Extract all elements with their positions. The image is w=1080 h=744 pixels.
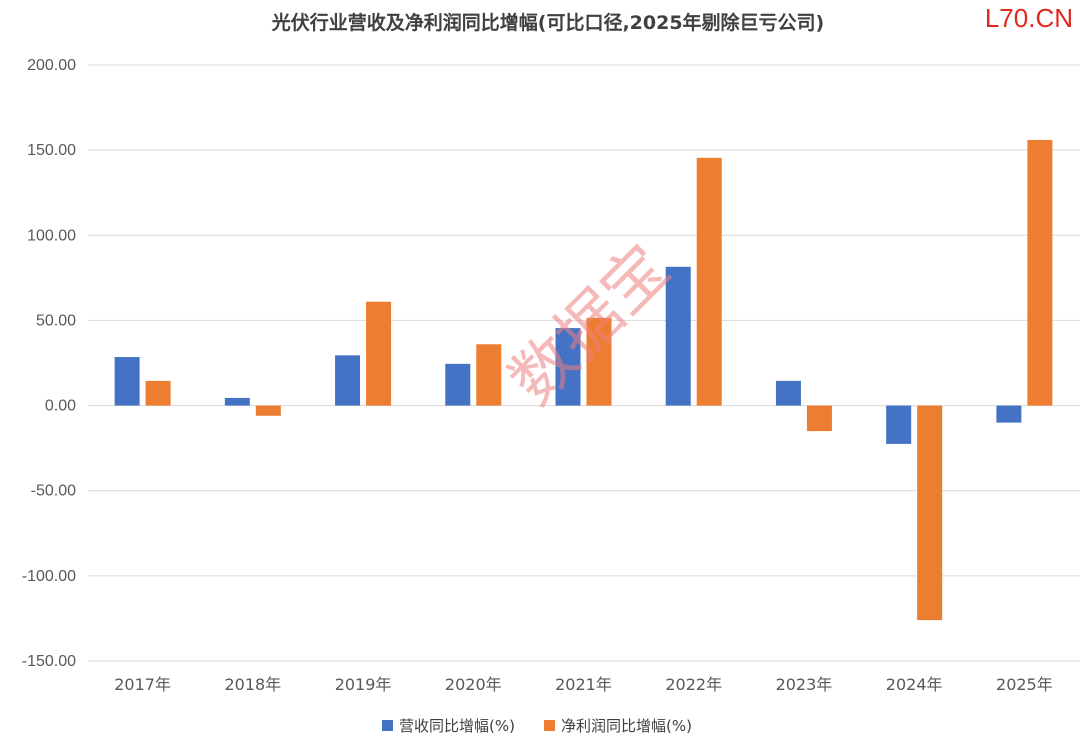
legend-label: 营收同比增幅(%) bbox=[399, 717, 515, 735]
bar-profit bbox=[917, 405, 943, 621]
y-tick-label: 200.00 bbox=[27, 57, 76, 74]
bar-profit bbox=[476, 344, 502, 406]
y-tick-label: -100.00 bbox=[22, 568, 76, 585]
bar-revenue bbox=[665, 266, 691, 406]
bar-revenue bbox=[224, 397, 250, 406]
legend-swatch bbox=[544, 720, 555, 731]
bar-profit bbox=[145, 380, 171, 406]
bars bbox=[114, 139, 1053, 621]
y-tick-label: 100.00 bbox=[27, 227, 76, 244]
chart-title: 光伏行业营收及净利润同比增幅(可比口径,2025年剔除巨亏公司) bbox=[271, 11, 824, 34]
legend-label: 净利润同比增幅(%) bbox=[561, 717, 692, 735]
x-tick-label: 2020年 bbox=[445, 675, 502, 694]
bar-profit bbox=[806, 405, 832, 432]
bar-profit bbox=[1027, 139, 1053, 406]
x-tick-label: 2024年 bbox=[886, 675, 943, 694]
bar-revenue bbox=[886, 405, 912, 444]
x-tick-label: 2025年 bbox=[996, 675, 1053, 694]
bar-profit bbox=[366, 301, 392, 406]
y-tick-label: 50.00 bbox=[36, 312, 76, 329]
bar-profit bbox=[696, 157, 722, 406]
y-tick-label: -50.00 bbox=[31, 483, 76, 500]
y-axis-ticks: 200.00 150.00 100.00 50.00 0.00 -50.00 -100.00… bbox=[22, 57, 76, 670]
bar-profit bbox=[255, 405, 281, 416]
y-tick-label: 150.00 bbox=[27, 142, 76, 159]
grid-lines bbox=[88, 64, 1080, 662]
x-axis-ticks: 2017年 2018年 2019年 2020年 2021年 2022年 2023年 2024年… bbox=[114, 675, 1053, 694]
x-tick-label: 2017年 bbox=[114, 675, 171, 694]
y-tick-label: -150.00 bbox=[22, 653, 76, 670]
x-tick-label: 2018年 bbox=[224, 675, 281, 694]
legend: 营收同比增幅(%) 净利润同比增幅(%) bbox=[382, 717, 692, 735]
y-tick-label: 0.00 bbox=[45, 398, 76, 415]
brand-logo: L70.CN bbox=[985, 3, 1073, 33]
bar-revenue bbox=[775, 380, 801, 406]
x-tick-label: 2022年 bbox=[665, 675, 722, 694]
x-tick-label: 2021年 bbox=[555, 675, 612, 694]
bar-revenue bbox=[445, 363, 471, 406]
x-tick-label: 2023年 bbox=[776, 675, 833, 694]
x-tick-label: 2019年 bbox=[335, 675, 392, 694]
bar-revenue bbox=[114, 357, 140, 406]
bar-revenue bbox=[996, 405, 1022, 423]
bar-revenue bbox=[335, 355, 361, 406]
bar-revenue bbox=[555, 328, 581, 406]
bar-profit bbox=[586, 317, 612, 406]
legend-swatch bbox=[382, 720, 393, 731]
